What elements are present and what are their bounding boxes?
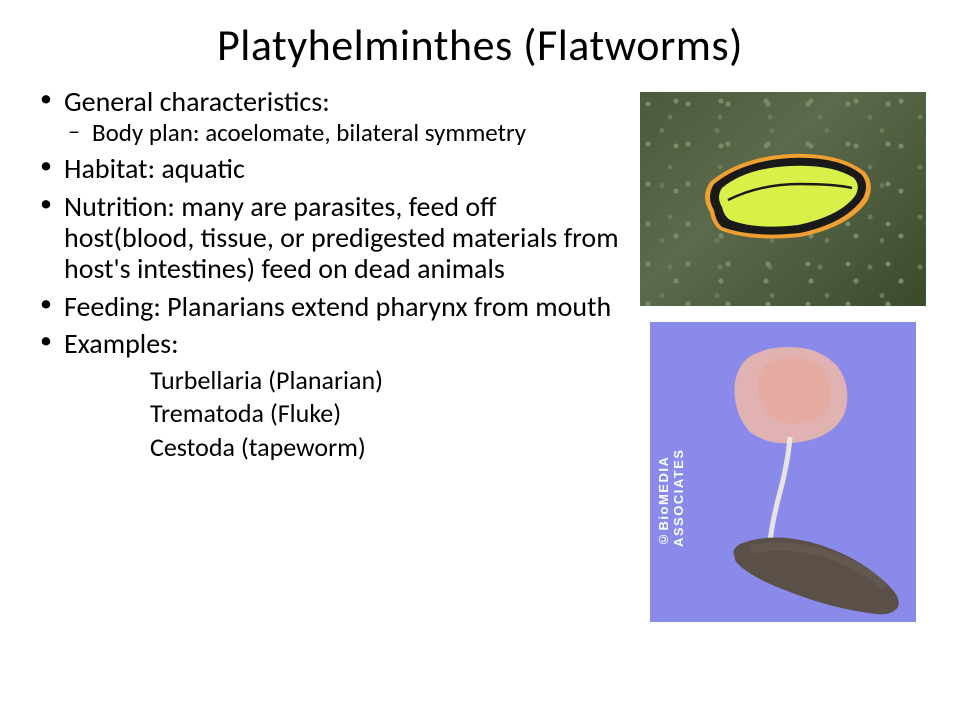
bullet-general-label: General characteristics: <box>64 84 330 119</box>
bullet-nutrition: Nutrition: many are parasites, feed off … <box>36 191 630 285</box>
main-bullet-list: General characteristics: Body plan: acoe… <box>36 86 630 465</box>
planarian-illustration <box>680 332 916 622</box>
sub-bullet-bodyplan: Body plan: acoelomate, bilateral symmetr… <box>64 119 630 147</box>
image-planarian: ©BioMEDIA ASSOCIATES <box>650 322 916 622</box>
example-turbellaria: Turbellaria (Planarian) <box>150 364 630 398</box>
examples-list: Turbellaria (Planarian) Trematoda (Fluke… <box>64 364 630 465</box>
flatworm-shape <box>690 142 880 252</box>
content-row: General characteristics: Body plan: acoe… <box>30 86 930 622</box>
image-column: ©BioMEDIA ASSOCIATES <box>640 86 930 622</box>
example-trematoda: Trematoda (Fluke) <box>150 397 630 431</box>
image-marine-flatworm <box>640 92 926 306</box>
pharynx-tube <box>770 437 790 542</box>
slide-title: Platyhelminthes (Flatworms) <box>30 18 930 72</box>
example-cestoda: Cestoda (tapeworm) <box>150 431 630 465</box>
bullet-feeding: Feeding: Planarians extend pharynx from … <box>36 291 630 322</box>
sub-list-general: Body plan: acoelomate, bilateral symmetr… <box>64 119 630 147</box>
bullet-examples-label: Examples: <box>64 326 179 361</box>
bullet-general: General characteristics: Body plan: acoe… <box>36 86 630 147</box>
bullet-examples: Examples: Turbellaria (Planarian) Tremat… <box>36 328 630 465</box>
slide-container: Platyhelminthes (Flatworms) General char… <box>0 0 960 720</box>
bullet-habitat: Habitat: aquatic <box>36 153 630 184</box>
text-column: General characteristics: Body plan: acoe… <box>30 86 630 622</box>
